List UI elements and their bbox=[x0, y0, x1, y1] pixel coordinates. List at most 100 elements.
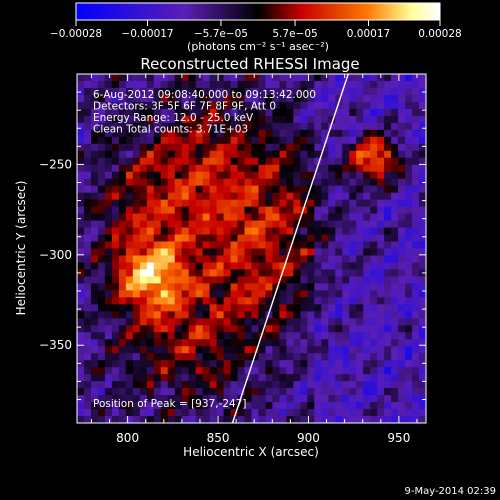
heatmap-cell bbox=[300, 94, 308, 103]
heatmap-cell bbox=[398, 311, 406, 319]
heatmap-cell bbox=[97, 381, 106, 389]
heatmap-cell bbox=[195, 353, 204, 361]
heatmap-cell bbox=[412, 213, 420, 222]
heatmap-cell bbox=[209, 318, 218, 326]
heatmap-cell bbox=[328, 381, 336, 389]
heatmap-cell bbox=[132, 220, 141, 229]
heatmap-cell bbox=[97, 248, 106, 257]
heatmap-cell bbox=[384, 227, 392, 236]
heatmap-cell bbox=[202, 74, 211, 82]
heatmap-cell bbox=[118, 416, 127, 423]
heatmap-cell bbox=[167, 353, 176, 361]
heatmap-cell bbox=[293, 262, 301, 271]
heatmap-cell bbox=[412, 185, 420, 194]
heatmap-cell bbox=[83, 108, 92, 117]
heatmap-cell bbox=[111, 157, 120, 166]
heatmap-cell bbox=[405, 87, 413, 96]
heatmap-cell bbox=[160, 346, 169, 354]
heatmap-cell bbox=[77, 346, 85, 354]
heatmap-cell bbox=[77, 325, 85, 333]
heatmap-cell bbox=[251, 269, 260, 278]
plot-frame bbox=[76, 73, 427, 424]
heatmap-cell bbox=[174, 402, 183, 410]
heatmap-cell bbox=[237, 150, 246, 159]
heatmap-cell bbox=[370, 395, 378, 403]
heatmap-cell bbox=[132, 402, 141, 410]
heatmap-cell bbox=[244, 374, 253, 382]
heatmap-cell bbox=[188, 416, 197, 423]
heatmap-cell bbox=[237, 353, 246, 361]
heatmap-cell bbox=[237, 388, 246, 396]
heatmap-cell bbox=[391, 416, 399, 423]
heatmap-cell bbox=[279, 395, 287, 403]
heatmap-cell bbox=[300, 143, 308, 152]
heatmap-cell bbox=[181, 206, 190, 215]
heatmap-cell bbox=[293, 276, 301, 284]
heatmap-cell bbox=[139, 206, 148, 215]
heatmap-cell bbox=[118, 150, 127, 159]
heatmap-cell bbox=[251, 360, 260, 368]
heatmap-cell bbox=[83, 283, 92, 291]
heatmap-cell bbox=[251, 164, 260, 173]
heatmap-cell bbox=[279, 87, 287, 96]
heatmap-cell bbox=[300, 227, 308, 236]
heatmap-cell bbox=[405, 262, 413, 271]
heatmap-cell bbox=[398, 388, 406, 396]
heatmap-cell bbox=[419, 283, 426, 291]
heatmap-cell bbox=[104, 206, 113, 215]
heatmap-cell bbox=[202, 360, 211, 368]
heatmap-cell bbox=[160, 94, 169, 103]
heatmap-cell bbox=[125, 87, 134, 96]
heatmap-cell bbox=[181, 185, 190, 194]
heatmap-cell bbox=[419, 311, 426, 319]
heatmap-cell bbox=[195, 402, 204, 410]
heatmap-cell bbox=[272, 227, 281, 236]
heatmap-cell bbox=[104, 94, 113, 103]
heatmap-cell bbox=[328, 178, 336, 187]
heatmap-cell bbox=[321, 157, 329, 166]
heatmap-cell bbox=[188, 318, 197, 326]
heatmap-cell bbox=[132, 262, 141, 271]
heatmap-cell bbox=[111, 381, 120, 389]
heatmap-cell bbox=[363, 178, 371, 187]
heatmap-cell bbox=[174, 164, 183, 173]
heatmap-cell bbox=[398, 227, 406, 236]
heatmap-cell bbox=[125, 227, 134, 236]
heatmap-cell bbox=[377, 332, 385, 340]
heatmap-cell bbox=[377, 115, 385, 124]
heatmap-cell bbox=[132, 409, 141, 417]
heatmap-cell bbox=[188, 311, 197, 319]
heatmap-cell bbox=[335, 339, 343, 347]
heatmap-cell bbox=[181, 192, 190, 201]
heatmap-cell bbox=[118, 220, 127, 229]
heatmap-cell bbox=[293, 339, 301, 347]
heatmap-cell bbox=[104, 248, 113, 257]
heatmap-cell bbox=[244, 318, 253, 326]
heatmap-cell bbox=[412, 199, 420, 208]
heatmap-cell bbox=[321, 234, 329, 243]
heatmap-cell bbox=[181, 157, 190, 166]
heatmap-cell bbox=[209, 325, 218, 333]
heatmap-cell bbox=[230, 332, 239, 340]
heatmap-cell bbox=[237, 157, 246, 166]
heatmap-cell bbox=[279, 171, 287, 180]
heatmap-cell bbox=[335, 143, 343, 152]
heatmap-cell bbox=[335, 74, 343, 82]
heatmap-cell bbox=[258, 374, 267, 382]
heatmap-cell bbox=[111, 122, 120, 131]
heatmap-cell bbox=[321, 360, 329, 368]
heatmap-cell bbox=[195, 241, 204, 250]
heatmap-cell bbox=[244, 227, 253, 236]
heatmap-cell bbox=[209, 283, 218, 291]
heatmap-cell bbox=[118, 248, 127, 257]
heatmap-cell bbox=[97, 164, 106, 173]
heatmap-cell bbox=[118, 227, 127, 236]
heatmap-cell bbox=[97, 297, 106, 305]
heatmap-cell bbox=[90, 227, 99, 236]
heatmap-cell bbox=[314, 332, 322, 340]
heatmap-cell bbox=[77, 185, 85, 194]
heatmap-cell bbox=[97, 94, 106, 103]
heatmap-cell bbox=[223, 388, 232, 396]
heatmap-cell bbox=[398, 115, 406, 124]
heatmap-cell bbox=[377, 248, 385, 257]
